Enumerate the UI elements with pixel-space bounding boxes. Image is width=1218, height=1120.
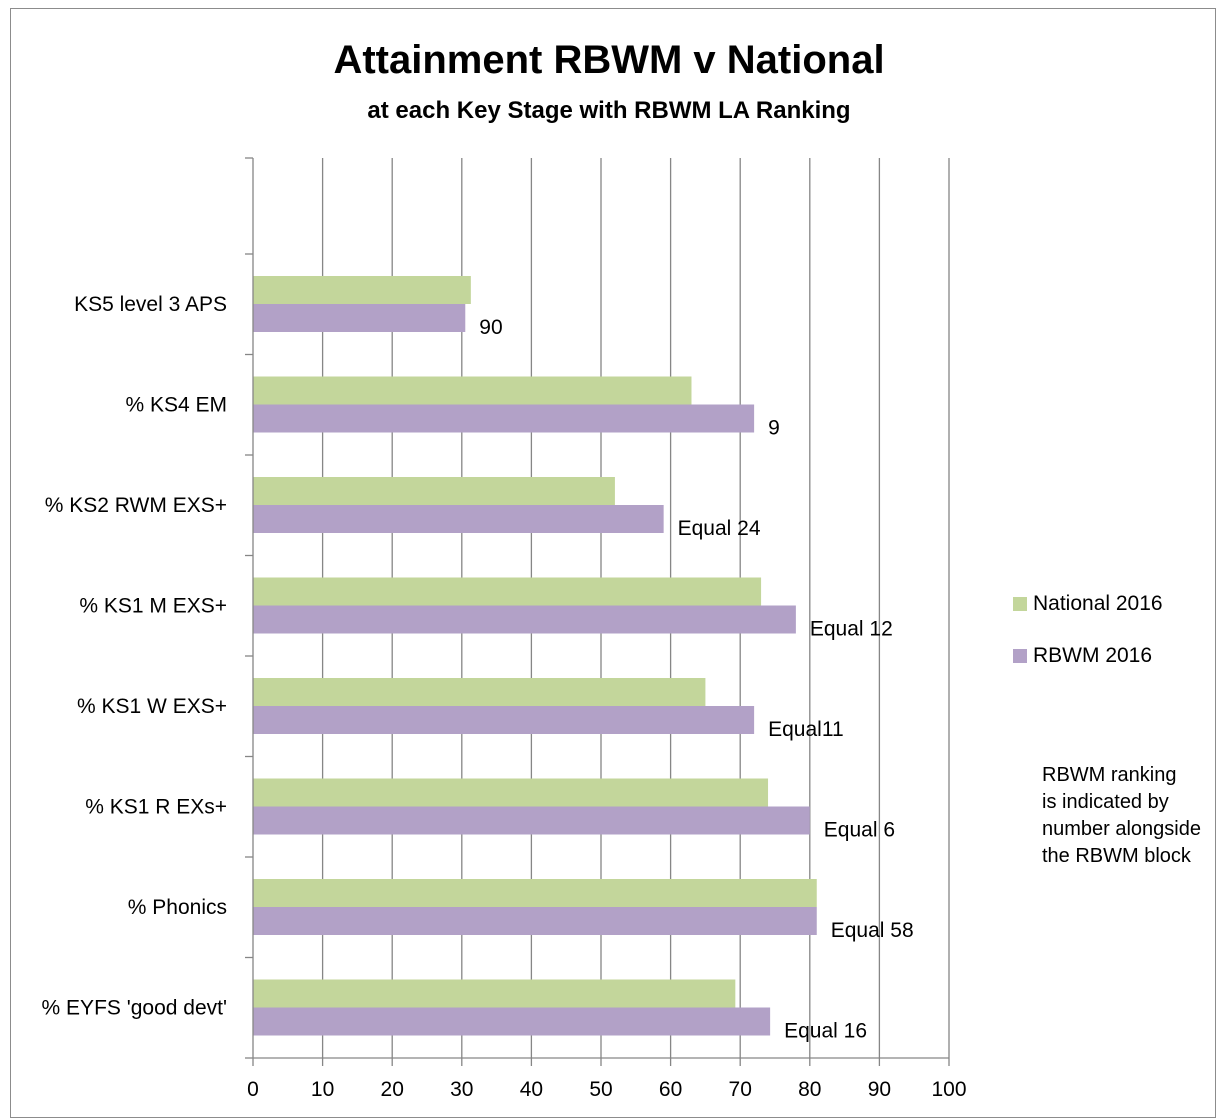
- x-tick-label: 90: [868, 1078, 891, 1101]
- ranking-note: RBWM ranking is indicated by number alon…: [1042, 762, 1218, 870]
- legend-label-national: National 2016: [1033, 592, 1163, 615]
- bar-rbwm: [253, 505, 664, 533]
- legend-item-rbwm: RBWM 2016: [1013, 642, 1163, 670]
- bar-national: [253, 778, 769, 807]
- bar-national: [253, 477, 615, 505]
- ranking-note-line: number alongside: [1042, 818, 1201, 840]
- category-label: % Phonics: [128, 896, 227, 919]
- bar-data-label: 90: [479, 316, 502, 339]
- x-tick-label: 10: [311, 1078, 334, 1101]
- bar-data-label: Equal 12: [810, 618, 893, 641]
- chart-subtitle: at each Key Stage with RBWM LA Ranking: [367, 97, 851, 124]
- category-label: % KS1 R EXs+: [85, 796, 227, 819]
- bar-rbwm: [253, 907, 817, 935]
- bar-national: [253, 376, 692, 405]
- bar-data-label: Equal 6: [824, 819, 895, 842]
- ranking-note-line: RBWM ranking: [1042, 764, 1177, 786]
- category-label: % EYFS 'good devt': [42, 997, 227, 1020]
- bar-national: [253, 879, 817, 907]
- chart-title: Attainment RBWM v National: [333, 38, 885, 82]
- x-tick-label: 100: [931, 1078, 966, 1101]
- bar-data-label: Equal 58: [831, 919, 914, 942]
- legend-swatch-national: [1013, 597, 1027, 611]
- legend: National 2016 RBWM 2016: [1013, 590, 1163, 694]
- x-tick-label: 50: [589, 1078, 612, 1101]
- x-tick-label: 60: [659, 1078, 682, 1101]
- category-label: % KS1 W EXS+: [77, 695, 227, 718]
- bar-data-label: Equal11: [768, 718, 844, 741]
- bar-national: [253, 979, 736, 1008]
- bar-rbwm: [253, 806, 810, 835]
- x-tick-label: 40: [520, 1078, 543, 1101]
- bar-rbwm: [253, 304, 466, 332]
- legend-item-national: National 2016: [1013, 590, 1163, 618]
- x-tick-label: 30: [450, 1078, 473, 1101]
- chart-frame: [10, 8, 1216, 1118]
- ranking-note-line: the RBWM block: [1042, 845, 1191, 867]
- bar-rbwm: [253, 404, 755, 433]
- bar-national: [253, 276, 471, 304]
- bar-rbwm: [253, 1007, 771, 1036]
- legend-label-rbwm: RBWM 2016: [1033, 644, 1153, 667]
- category-label: KS5 level 3 APS: [74, 293, 227, 316]
- bar-rbwm: [253, 706, 755, 734]
- ranking-note-line: is indicated by: [1042, 791, 1169, 813]
- bar-data-label: Equal 16: [784, 1020, 867, 1043]
- bar-data-label: Equal 24: [678, 517, 761, 540]
- x-tick-label: 70: [729, 1078, 752, 1101]
- bar-national: [253, 577, 762, 606]
- bar-rbwm: [253, 605, 796, 634]
- bar-data-label: 9: [768, 417, 780, 440]
- x-tick-label: 80: [798, 1078, 821, 1101]
- x-tick-label: 0: [247, 1078, 259, 1101]
- category-label: % KS4 EM: [125, 394, 227, 417]
- x-tick-label: 20: [381, 1078, 404, 1101]
- bar-national: [253, 678, 706, 706]
- category-label: % KS1 M EXS+: [79, 595, 227, 618]
- legend-swatch-rbwm: [1013, 649, 1027, 663]
- category-label: % KS2 RWM EXS+: [45, 494, 227, 517]
